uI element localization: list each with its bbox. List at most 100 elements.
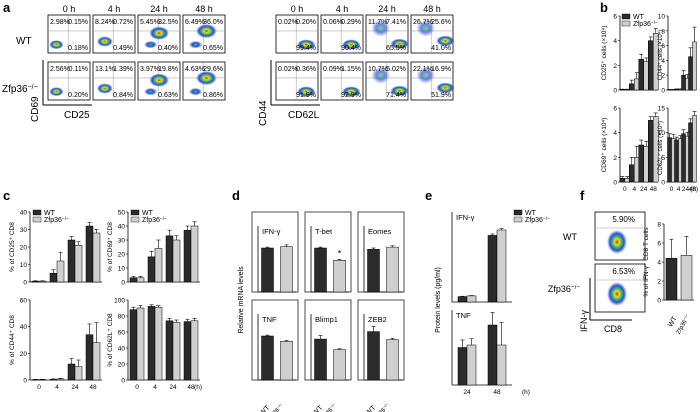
quadrant-value-lr: 0.63% — [158, 92, 178, 99]
density-blob — [149, 73, 170, 87]
quadrant-value-ul: 10.7% — [368, 66, 388, 73]
density-blob — [49, 40, 64, 50]
bar — [154, 306, 163, 381]
density-blob — [96, 36, 113, 47]
bar — [680, 255, 693, 301]
x-tick-label: 24 — [682, 186, 690, 193]
y-tick-label: 0 — [613, 88, 617, 95]
bar — [165, 235, 174, 283]
flow-plot-cd69-0-2: 5.45%32.5% 0.40% — [137, 14, 181, 54]
x-tick-label: 0 — [135, 384, 139, 391]
panel-letter-d: d — [232, 188, 240, 203]
superscript: −/− — [651, 20, 658, 26]
x-tick-label: 4 — [153, 384, 157, 391]
flow-plot-f-ko: 6.53% — [594, 263, 646, 313]
quadrant-value-ul: 22.1% — [413, 66, 433, 73]
quadrant-value-lr: 0.65% — [203, 45, 223, 52]
bar — [172, 239, 181, 283]
legend-swatch-wt — [621, 13, 631, 20]
chart-title: ZEB2 — [368, 315, 387, 324]
y-tick-label: 2 — [613, 63, 617, 70]
legend-label-ko: Zfp36−/− — [44, 216, 69, 225]
x-tick-label: 48 — [493, 389, 501, 396]
x-unit-label: (h) — [522, 389, 530, 396]
time-label-right: 48 h — [423, 4, 441, 14]
quadrant-value-lr: 90.4% — [341, 45, 361, 52]
bar — [665, 257, 678, 301]
axis-label-cd62l: CD62L — [288, 110, 320, 121]
quadrant-value-ul: 0.02% — [278, 66, 298, 73]
y-tick-label: 10 — [658, 130, 666, 137]
y-tick-label: 100 — [114, 298, 125, 305]
bar — [681, 74, 686, 91]
quadrant-value-ur: 1.15% — [341, 66, 361, 73]
superscript: −/− — [28, 84, 38, 91]
y-tick-label: 6 — [657, 241, 661, 248]
x-label-wt: WT — [667, 315, 679, 329]
flow-plot-cd44-0-2: 11.7%7.41% 65.5% — [365, 14, 409, 54]
bar — [314, 247, 327, 293]
quadrant-value-ur: 5.02% — [386, 66, 406, 73]
bar — [386, 246, 399, 293]
bar — [681, 133, 686, 183]
bar — [386, 339, 399, 381]
density-blob-secondary — [188, 87, 203, 96]
x-tick-label: 0 — [670, 186, 674, 193]
quadrant-value-lr: 0.84% — [113, 92, 133, 99]
y-tick-label: 6 — [613, 106, 617, 113]
y-axis-label: % of CD25⁺ CD8 — [9, 222, 16, 272]
time-label-right: 4 h — [336, 4, 349, 14]
bar — [638, 144, 644, 183]
x-tick-label: 0 — [623, 186, 627, 193]
panel-letter-c: c — [3, 188, 10, 203]
axis-label-ifng: IFN-γ — [579, 310, 589, 332]
bar — [74, 366, 83, 381]
chart-title: TNF — [262, 315, 277, 324]
chart-e-TNF: 24 48 TNF — [451, 310, 512, 396]
quadrant-value-ur: 0.72% — [113, 19, 133, 26]
bar — [92, 342, 101, 381]
bar — [38, 379, 47, 381]
y-tick-label: 0 — [613, 180, 617, 187]
density-blob-secondary — [416, 66, 435, 84]
chart-d-Eomes: Eomes — [363, 226, 402, 293]
bar — [466, 295, 477, 303]
quadrant-value-lr: 91.9% — [296, 92, 316, 99]
bar — [85, 225, 94, 283]
y-axis-label: % of CD69⁺ CD8 — [107, 222, 114, 272]
bar — [333, 260, 346, 293]
density-blob-secondary — [188, 40, 203, 49]
axis-label-cd44: CD44 — [258, 100, 269, 126]
legend-swatch-ko — [621, 20, 631, 27]
bar — [261, 247, 274, 293]
density-blob — [195, 70, 217, 86]
flow-plot-cd44-1-3: 22.1%16.9% 51.9% — [410, 61, 455, 101]
density-blob-secondary — [143, 40, 158, 49]
density-blob — [390, 38, 409, 50]
x-tick-label: 48 — [689, 186, 697, 193]
bar — [136, 277, 145, 283]
y-tick-label: 2 — [613, 155, 617, 162]
bar — [147, 306, 156, 381]
panel-letter-f: f — [580, 188, 585, 203]
quadrant-value-lr: 99.4% — [296, 45, 316, 52]
x-tick-label: 48 — [187, 384, 195, 391]
y-tick-label: 0 — [23, 280, 27, 287]
legend-label-wt: WT — [44, 210, 56, 217]
flow-plot-cd69-1-3: 4.63%29.6% 0.86% — [182, 61, 226, 101]
quadrant-value-ul: 8.24% — [95, 19, 115, 26]
x-tick-label: 4 — [677, 186, 681, 193]
bar — [183, 321, 192, 381]
y-axis-label-d: Relative mRNA levels — [238, 266, 245, 334]
y-tick-label: 30 — [20, 227, 28, 234]
x-unit-label: (h) — [194, 384, 202, 391]
gate-percent: 6.53% — [612, 267, 635, 276]
x-tick-label: 0 — [37, 384, 41, 391]
bar — [92, 232, 101, 283]
quadrant-value-ur: 0.15% — [68, 19, 88, 26]
quadrant-value-ul: 3.97% — [140, 66, 160, 73]
density-blob — [390, 85, 409, 97]
bar — [67, 239, 76, 283]
